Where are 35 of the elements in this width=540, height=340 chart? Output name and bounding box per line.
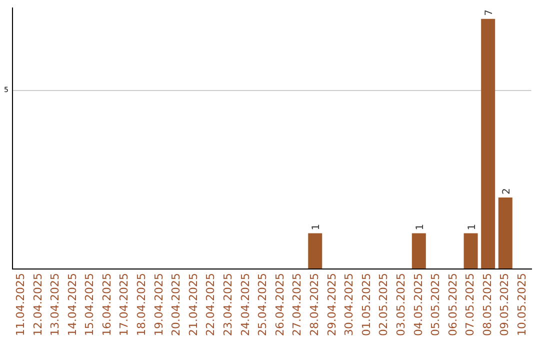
x-tick-label: 17.04.2025 — [118, 273, 131, 336]
x-tick-label: 20.04.2025 — [170, 273, 183, 336]
data-label: 1 — [414, 224, 426, 230]
x-tick-label: 06.05.2025 — [446, 273, 460, 336]
x-tick-label: 29.04.2025 — [325, 273, 338, 336]
x-tick-label: 16.04.2025 — [100, 273, 114, 336]
x-tick-label: 28.04.2025 — [308, 273, 321, 336]
x-tick-label: 22.04.2025 — [204, 273, 218, 336]
x-tick-label: 19.04.2025 — [152, 273, 166, 336]
x-tick-label: 14.04.2025 — [66, 273, 79, 336]
x-tick-label: 27.04.2025 — [290, 273, 304, 336]
x-tick-label: 09.05.2025 — [498, 273, 512, 336]
x-tick-label: 13.04.2025 — [48, 273, 62, 336]
x-tick-label: 01.05.2025 — [360, 273, 373, 336]
data-label: 1 — [466, 224, 478, 230]
x-tick-label: 24.04.2025 — [238, 273, 252, 336]
x-tick-label: 05.05.2025 — [429, 273, 442, 336]
data-label: 1 — [311, 224, 322, 230]
x-tick-label: 03.05.2025 — [394, 273, 408, 336]
x-tick-label: 21.04.2025 — [186, 273, 200, 336]
x-tick-label: 12.04.2025 — [31, 273, 44, 336]
x-tick-label: 23.04.2025 — [222, 273, 235, 336]
x-tick-label: 25.04.2025 — [256, 273, 270, 336]
x-tick-label: 30.04.2025 — [342, 273, 356, 336]
data-label: 2 — [501, 188, 512, 195]
data-label: 7 — [484, 10, 496, 16]
x-tick-label: 26.04.2025 — [273, 273, 286, 336]
x-tick-label: 07.05.2025 — [464, 273, 477, 336]
x-tick-label: 18.04.2025 — [135, 273, 148, 336]
x-tick-label: 11.04.2025 — [14, 273, 27, 336]
x-tick-label: 10.05.2025 — [516, 273, 529, 336]
x-tick-label: 02.05.2025 — [377, 273, 390, 336]
x-tick-label: 08.05.2025 — [480, 273, 494, 336]
x-tick-label: 04.05.2025 — [412, 273, 425, 336]
x-tick-label: 15.04.2025 — [83, 273, 96, 336]
